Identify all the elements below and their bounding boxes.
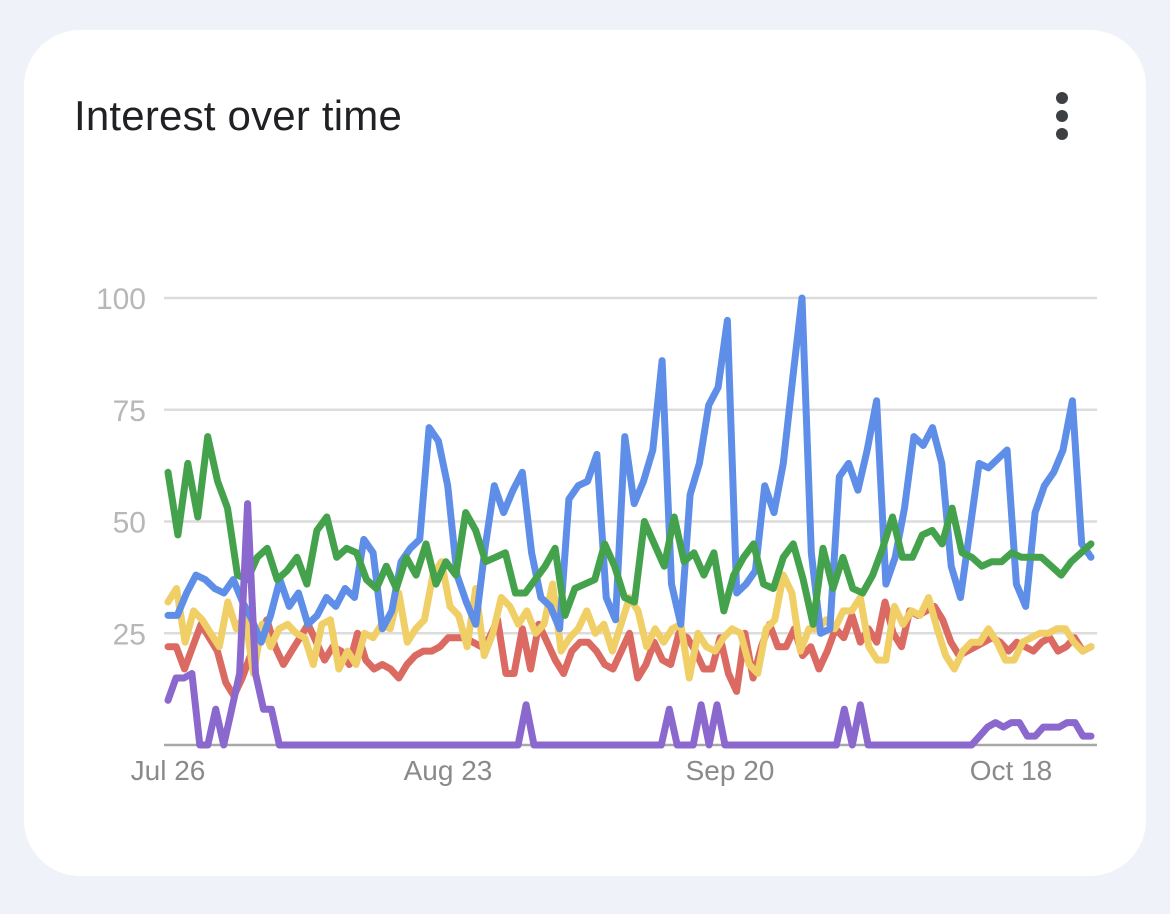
y-tick-label: 75 (113, 395, 146, 428)
series-line-3 (164, 294, 1095, 646)
menu-dot (1056, 92, 1068, 104)
x-tick-label: Sep 20 (686, 755, 775, 786)
menu-dot (1056, 110, 1068, 122)
series-line-4 (164, 433, 1095, 628)
more-vert-icon[interactable] (1040, 88, 1084, 144)
menu-dot (1056, 128, 1068, 140)
x-tick-label: Jul 26 (131, 755, 206, 786)
series-lines (164, 294, 1095, 749)
x-tick-label: Oct 18 (970, 755, 1052, 786)
y-tick-labels: 100 75 50 25 (96, 283, 146, 651)
series-line-5 (164, 500, 1095, 749)
y-tick-label: 50 (113, 507, 146, 540)
x-tick-label: Aug 23 (404, 755, 493, 786)
y-tick-label: 100 (96, 283, 146, 316)
card-title: Interest over time (74, 92, 403, 139)
y-tick-label: 25 (113, 618, 146, 651)
series-line-1 (164, 598, 1095, 700)
x-tick-labels: Jul 26 Aug 23 Sep 20 Oct 18 (131, 755, 1053, 786)
